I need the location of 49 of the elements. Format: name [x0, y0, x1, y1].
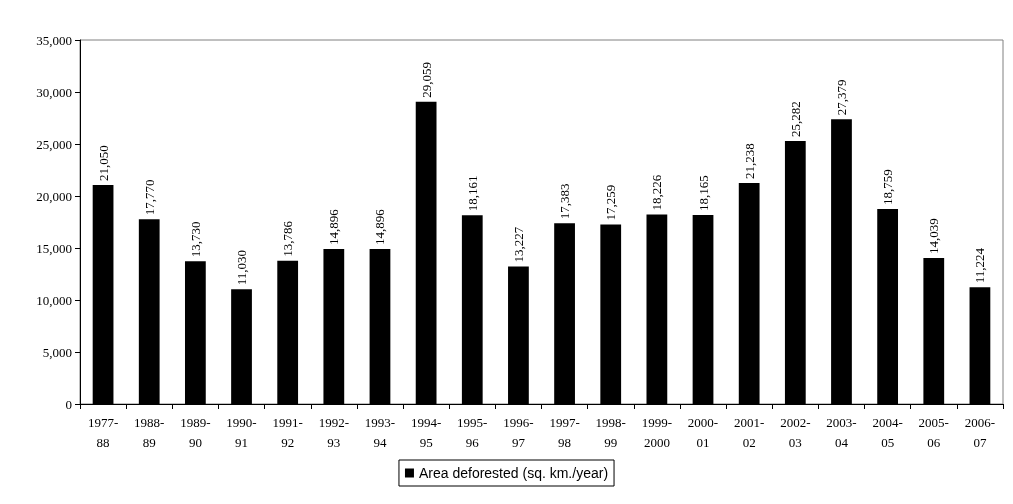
y-tick-label: 25,000: [36, 136, 72, 152]
x-tick-label: 1991- 92: [272, 414, 303, 450]
y-tick-label: 0: [65, 396, 72, 412]
data-label: 13,227: [510, 226, 526, 263]
data-label: 18,165: [695, 175, 711, 212]
x-tick-label: 1990- 91: [226, 414, 257, 450]
x-tick-label: 2000- 01: [687, 414, 719, 450]
x-tick-label: 2005- 06: [918, 414, 949, 450]
legend-label: Area deforested (sq. km./year): [418, 465, 609, 481]
data-label: 14,039: [926, 218, 942, 254]
data-label: 11,224: [972, 247, 988, 284]
x-tick-label: 2006- 07: [964, 414, 996, 450]
x-tick-label: 2001- 02: [734, 414, 765, 450]
data-label: 21,050: [95, 145, 111, 182]
data-label: 18,161: [464, 175, 480, 212]
y-tick-label: 10,000: [36, 292, 72, 308]
x-tick-label: 2002- 03: [780, 414, 811, 450]
data-label: 17,770: [141, 179, 157, 216]
x-tick-label: 1989- 90: [180, 414, 211, 450]
x-tick-label: 1994- 95: [410, 414, 442, 450]
y-tick-label: 20,000: [36, 188, 72, 204]
x-tick-label: 1996- 97: [503, 414, 534, 450]
x-tick-label: 1988- 89: [134, 414, 165, 450]
data-label: 18,759: [880, 169, 896, 205]
x-tick-label: 1977- 88: [87, 414, 119, 450]
data-label: 29,059: [418, 62, 434, 98]
x-tick-label: 2003- 04: [826, 414, 857, 450]
data-label: 27,379: [833, 79, 849, 116]
data-label: 18,226: [649, 174, 665, 211]
y-tick-label: 30,000: [36, 84, 72, 100]
x-tick-label: 1998- 99: [595, 414, 626, 450]
data-label: 13,786: [280, 220, 296, 257]
x-tick-label: 2004- 05: [872, 414, 903, 450]
data-label: 13,730: [187, 221, 203, 258]
data-label: 14,896: [372, 208, 388, 246]
data-label: 21,238: [741, 143, 757, 180]
data-label: 17,383: [557, 183, 573, 220]
data-label: 25,282: [787, 101, 803, 138]
data-label: 14,896: [326, 208, 342, 246]
x-tick-label: 1992- 93: [318, 414, 349, 450]
y-tick-label: 5,000: [42, 344, 72, 360]
x-tick-label: 1997- 98: [549, 414, 580, 450]
x-tick-label: 1993- 94: [364, 414, 396, 450]
x-tick-label: 1999- 2000: [641, 414, 673, 450]
data-label: 11,030: [234, 250, 250, 286]
y-tick-label: 35,000: [36, 32, 72, 48]
x-tick-label: 1995- 96: [457, 414, 488, 450]
data-label: 17,259: [603, 184, 619, 221]
y-tick-label: 15,000: [36, 240, 72, 256]
